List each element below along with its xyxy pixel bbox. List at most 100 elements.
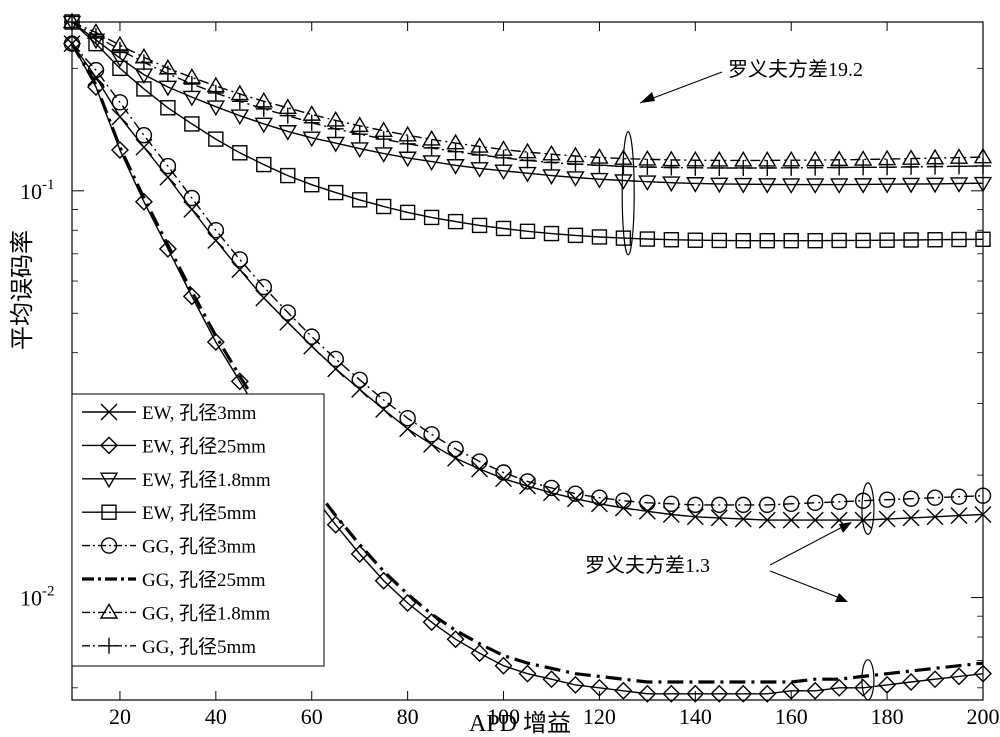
data-point — [830, 493, 848, 510]
data-point — [710, 509, 728, 527]
data-point — [902, 490, 920, 507]
data-point — [207, 84, 224, 101]
data-point — [303, 328, 320, 345]
data-point — [566, 171, 585, 187]
data-point — [183, 189, 201, 207]
data-point — [853, 178, 873, 194]
data-point — [375, 131, 392, 148]
data-point — [758, 178, 777, 194]
data-point — [398, 151, 417, 168]
data-point — [735, 496, 752, 514]
data-point — [639, 231, 656, 247]
legend-label: EW, 孔径5mm — [142, 502, 257, 524]
data-point — [662, 684, 681, 703]
data-point — [638, 684, 657, 703]
data-point — [805, 178, 825, 194]
data-point — [302, 131, 321, 148]
data-point — [566, 675, 585, 694]
data-point — [543, 225, 560, 242]
data-point — [711, 496, 728, 514]
data-point — [351, 380, 369, 398]
data-point — [374, 147, 393, 163]
data-point — [232, 145, 248, 161]
data-point — [614, 174, 633, 190]
data-point — [423, 426, 440, 443]
series-7 — [62, 12, 993, 167]
data-point — [663, 232, 680, 248]
data-point — [901, 177, 921, 194]
data-point — [183, 76, 200, 93]
data-point — [950, 488, 968, 505]
data-point — [135, 54, 152, 71]
legend-marker — [101, 637, 117, 654]
data-point — [254, 117, 274, 134]
data-point — [926, 670, 945, 689]
legend-entry: GG, 孔径3mm — [82, 536, 256, 558]
data-point — [111, 94, 129, 111]
data-point — [135, 126, 153, 144]
data-point — [950, 667, 969, 686]
data-point — [471, 453, 488, 470]
annotation-arrow — [769, 522, 851, 566]
data-point — [519, 152, 536, 169]
data-point — [687, 496, 704, 514]
data-point — [182, 90, 202, 107]
data-point — [447, 440, 464, 458]
x-tick-label: 160 — [775, 704, 808, 729]
data-point — [806, 494, 824, 511]
data-point — [207, 222, 225, 239]
y-axis-label: 平均误码率 — [9, 230, 36, 350]
data-point — [758, 684, 777, 703]
data-point — [351, 126, 368, 143]
x-tick-label: 200 — [967, 704, 1000, 729]
data-point — [879, 232, 895, 248]
x-tick-label: 180 — [871, 704, 904, 729]
data-point — [446, 630, 465, 649]
data-point — [663, 159, 680, 176]
data-point — [639, 494, 656, 511]
data-point — [734, 684, 753, 703]
data-point — [590, 172, 609, 189]
legend-entry: GG, 孔径25mm — [82, 569, 266, 591]
x-tick-label: 40 — [205, 704, 227, 729]
data-point — [351, 192, 368, 208]
data-point — [231, 251, 249, 268]
data-point — [903, 232, 919, 248]
data-point — [446, 159, 465, 175]
data-point — [806, 681, 825, 700]
data-point — [519, 473, 536, 490]
data-point — [87, 28, 104, 45]
data-point — [831, 232, 847, 249]
data-point — [927, 232, 943, 248]
data-point — [854, 678, 873, 697]
data-point — [86, 77, 105, 96]
series-8 — [64, 14, 991, 176]
y-tick-label: 10-2 — [20, 584, 55, 611]
data-point — [471, 146, 488, 163]
legend-entry: GG, 孔径1.8mm — [82, 602, 270, 624]
data-point — [686, 684, 705, 703]
data-point — [208, 131, 224, 147]
data-point — [328, 184, 344, 201]
data-point — [136, 81, 152, 97]
data-point — [279, 304, 296, 321]
data-point — [855, 232, 871, 249]
data-point — [255, 278, 272, 296]
data-point — [806, 511, 824, 529]
data-point — [615, 492, 632, 509]
data-point — [663, 495, 680, 513]
data-point — [112, 60, 128, 77]
legend-box — [71, 393, 325, 667]
data-point — [495, 464, 512, 481]
data-point — [159, 65, 176, 82]
data-point — [326, 136, 345, 153]
data-point — [781, 178, 801, 194]
series-3 — [62, 15, 993, 194]
plot-frame — [71, 21, 984, 701]
x-tick-label: 120 — [583, 704, 616, 729]
data-point — [734, 510, 752, 528]
data-point — [230, 372, 249, 391]
legend-entry: EW, 孔径3mm — [82, 402, 257, 424]
data-point — [829, 178, 849, 194]
